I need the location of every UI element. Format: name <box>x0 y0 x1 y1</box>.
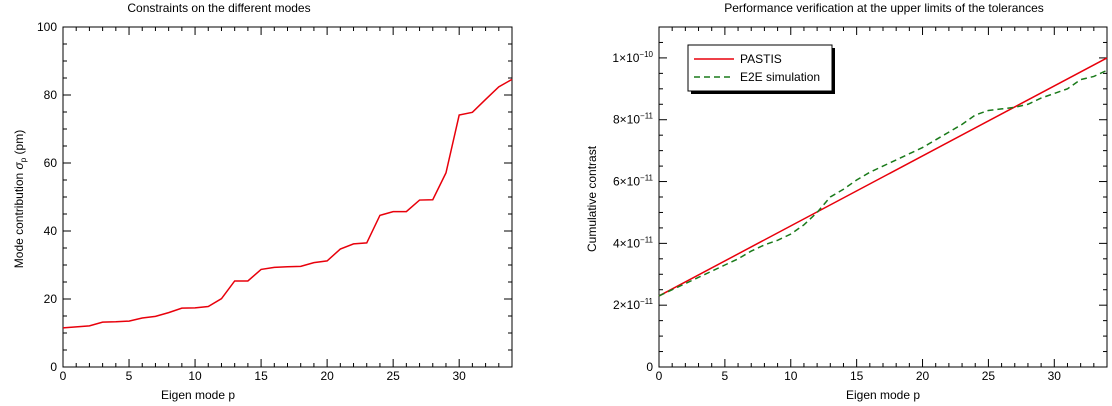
x-tick-label: 20 <box>916 369 930 383</box>
x-tick-label: 25 <box>386 369 400 383</box>
y-tick-exponent: −11 <box>640 174 654 183</box>
y-tick-mantissa: 4×10 <box>613 236 640 250</box>
y-tick-exponent: −10 <box>639 50 653 59</box>
y-tick-label: 4×10−11 <box>613 235 654 250</box>
chart-mode-constraints: Constraints on the different modes Eigen… <box>12 1 513 402</box>
y-tick-label: 1×10−10 <box>612 50 653 65</box>
legend-label: E2E simulation <box>740 70 820 84</box>
y-tick-mantissa: 8×10 <box>613 113 640 127</box>
y-tick-exponent: −11 <box>640 297 654 306</box>
x-tick-label: 0 <box>656 369 663 383</box>
x-tick-label: 10 <box>188 369 202 383</box>
y-tick-mantissa: 2×10 <box>613 298 640 312</box>
y-tick-label: 40 <box>44 224 58 238</box>
y-tick-exponent: −11 <box>640 235 654 244</box>
y-tick-label: 80 <box>44 88 58 102</box>
y-tick-mantissa: 0 <box>646 360 653 374</box>
y-axis-label: Mode contribution σp (pm) <box>12 130 28 268</box>
legend-label: PASTIS <box>740 52 782 66</box>
y-tick-label: 60 <box>44 156 58 170</box>
y-axis-label: Cumulative contrast <box>585 145 599 252</box>
x-tick-label: 25 <box>982 369 996 383</box>
legend-box <box>687 44 833 92</box>
x-tick-label: 15 <box>254 369 268 383</box>
x-tick-label: 5 <box>722 369 729 383</box>
series-line-0 <box>62 78 513 329</box>
chart-title: Performance verification at the upper li… <box>724 1 1044 15</box>
series-line-e2e-simulation <box>658 69 1108 297</box>
y-tick-label: 6×10−11 <box>613 174 654 189</box>
x-tick-label: 20 <box>320 369 334 383</box>
y-tick-label: 2×10−11 <box>613 297 654 312</box>
y-axis-label-subscript: p <box>19 157 28 162</box>
x-tick-label: 30 <box>452 369 466 383</box>
y-tick-label: 0 <box>646 360 653 374</box>
series-line-pastis <box>658 57 1108 297</box>
y-axis-label-text: Mode contribution <box>12 169 26 268</box>
y-axis-label-unit: (pm) <box>12 130 26 158</box>
y-tick-label: 8×10−11 <box>613 112 654 127</box>
chart-title: Constraints on the different modes <box>127 1 310 15</box>
y-tick-label: 100 <box>37 20 57 34</box>
x-tick-label: 30 <box>1048 369 1062 383</box>
y-tick-mantissa: 1×10 <box>612 51 639 65</box>
y-tick-label: 20 <box>44 292 58 306</box>
x-tick-label: 15 <box>850 369 864 383</box>
y-tick-exponent: −11 <box>640 112 654 121</box>
y-tick-label: 0 <box>50 360 57 374</box>
x-tick-label: 5 <box>126 369 133 383</box>
y-tick-mantissa: 6×10 <box>613 175 640 189</box>
y-axis-label-symbol: σ <box>12 161 26 169</box>
plot-frame <box>62 26 513 368</box>
x-axis-label: Eigen mode p <box>161 388 235 402</box>
x-tick-label: 0 <box>60 369 67 383</box>
x-tick-label: 10 <box>784 369 798 383</box>
chart-performance-verification: Performance verification at the upper li… <box>585 1 1108 402</box>
x-axis-label: Eigen mode p <box>846 388 920 402</box>
